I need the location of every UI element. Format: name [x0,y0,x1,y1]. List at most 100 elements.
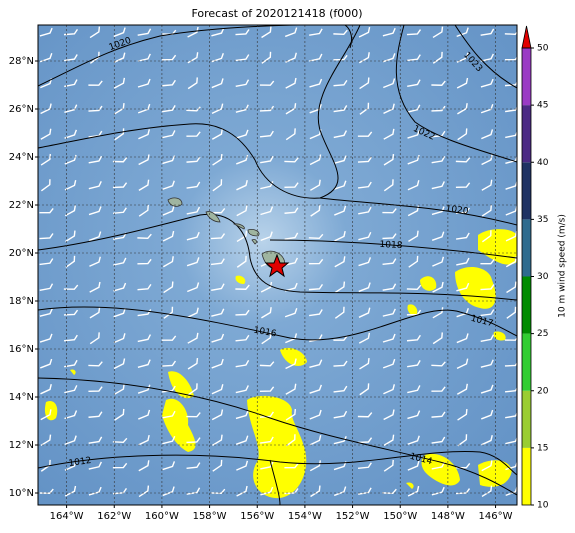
wind-barb [407,385,421,394]
wind-barb [334,256,346,268]
wind-barb [382,208,397,214]
wind-barb [259,386,275,392]
wind-barb [235,309,250,316]
wind-barb [284,308,298,318]
wind-barb [63,284,79,290]
wind-barb [406,284,422,290]
wind-barb [406,309,422,316]
wind-barb [383,154,395,166]
wind-barb [63,334,78,342]
wind-barb [137,53,151,62]
colorbar-tick-label: 10 [537,501,549,511]
wind-barb [431,461,446,470]
wind-barb [333,155,347,165]
wind-barb [506,281,517,294]
wind-barb [333,105,348,113]
y-tick-label: 26°N [9,104,34,115]
wind-barb [235,129,249,139]
wind-barb [63,29,79,36]
wind-barb [64,205,77,217]
x-tick-label: 148°W [431,511,465,522]
wind-barb [309,435,322,446]
wind-barb [112,182,128,189]
wind-barb [89,281,101,293]
wind-barb [235,435,249,445]
wind-barb [406,334,421,342]
wind-barb [186,487,201,495]
wind-barb [138,434,150,446]
wind-barb [309,28,323,36]
wind-barb [137,309,152,317]
wind-barb [457,408,468,421]
wind-barb [137,28,152,36]
y-tick-label: 18°N [9,296,34,307]
wind-barb [88,361,103,367]
wind-barb [186,462,201,470]
wind-barb [112,462,128,469]
wind-barb [456,358,469,370]
wind-barb [211,78,224,89]
wind-barb [382,308,396,317]
wind-barb [65,255,76,268]
wind-barb [186,156,201,163]
wind-barb [113,77,126,89]
colorbar-segment [522,219,531,277]
wind-barb [113,307,126,318]
wind-barb [235,79,250,88]
contour-label: 1012 [68,456,92,469]
wind-barb [285,383,297,395]
wind-barb [383,434,395,446]
wind-barb [333,385,348,393]
wind-barb [88,181,102,190]
wind-barb [359,102,370,115]
wind-barb [505,130,517,139]
wind-barb [481,460,493,472]
wind-barb [284,182,299,189]
wind-barb [455,182,471,188]
wind-barb [505,231,517,242]
wind-speed-areas [44,229,517,499]
wind-barbs [39,26,517,498]
wind-barb [40,409,52,421]
wind-barb [187,282,200,293]
wind-barb [358,332,371,344]
wind-barb [88,386,103,393]
wind-barb [65,230,76,243]
wind-barb [333,360,348,367]
wind-barb [64,410,78,420]
wind-barb [88,206,102,216]
x-tick-label: 154°W [288,511,322,522]
wind-barb [137,258,152,265]
wind-barb [480,309,495,317]
wind-barb [114,408,125,421]
wind-barb [456,282,470,292]
wind-barb [39,207,54,214]
wind-barb [357,412,373,418]
wind-barb [235,359,250,368]
wind-barb [480,359,494,368]
wind-barb [285,77,297,89]
wind-barb [186,231,200,241]
wind-barb [137,233,152,240]
wind-barb [481,485,493,498]
wind-barb [383,103,395,114]
wind-barb [235,410,249,420]
wind-barb [137,283,152,291]
wind-barb [40,103,52,115]
colorbar-tick-label: 45 [537,101,548,111]
wind-barb [39,233,54,240]
wind-barb [407,435,420,445]
wind-barb [431,361,446,367]
colorbar-segment [522,105,531,163]
wind-barb [113,358,126,370]
wind-barb [431,486,445,496]
wind-barb [285,358,297,370]
wind-barb [480,104,494,114]
wind-barb [456,383,468,395]
wind-barb [333,29,348,36]
wind-barb [310,204,321,217]
wind-barb [431,411,446,418]
location-star [264,253,290,278]
wind-barb [358,26,371,38]
wind-barb [40,358,53,369]
